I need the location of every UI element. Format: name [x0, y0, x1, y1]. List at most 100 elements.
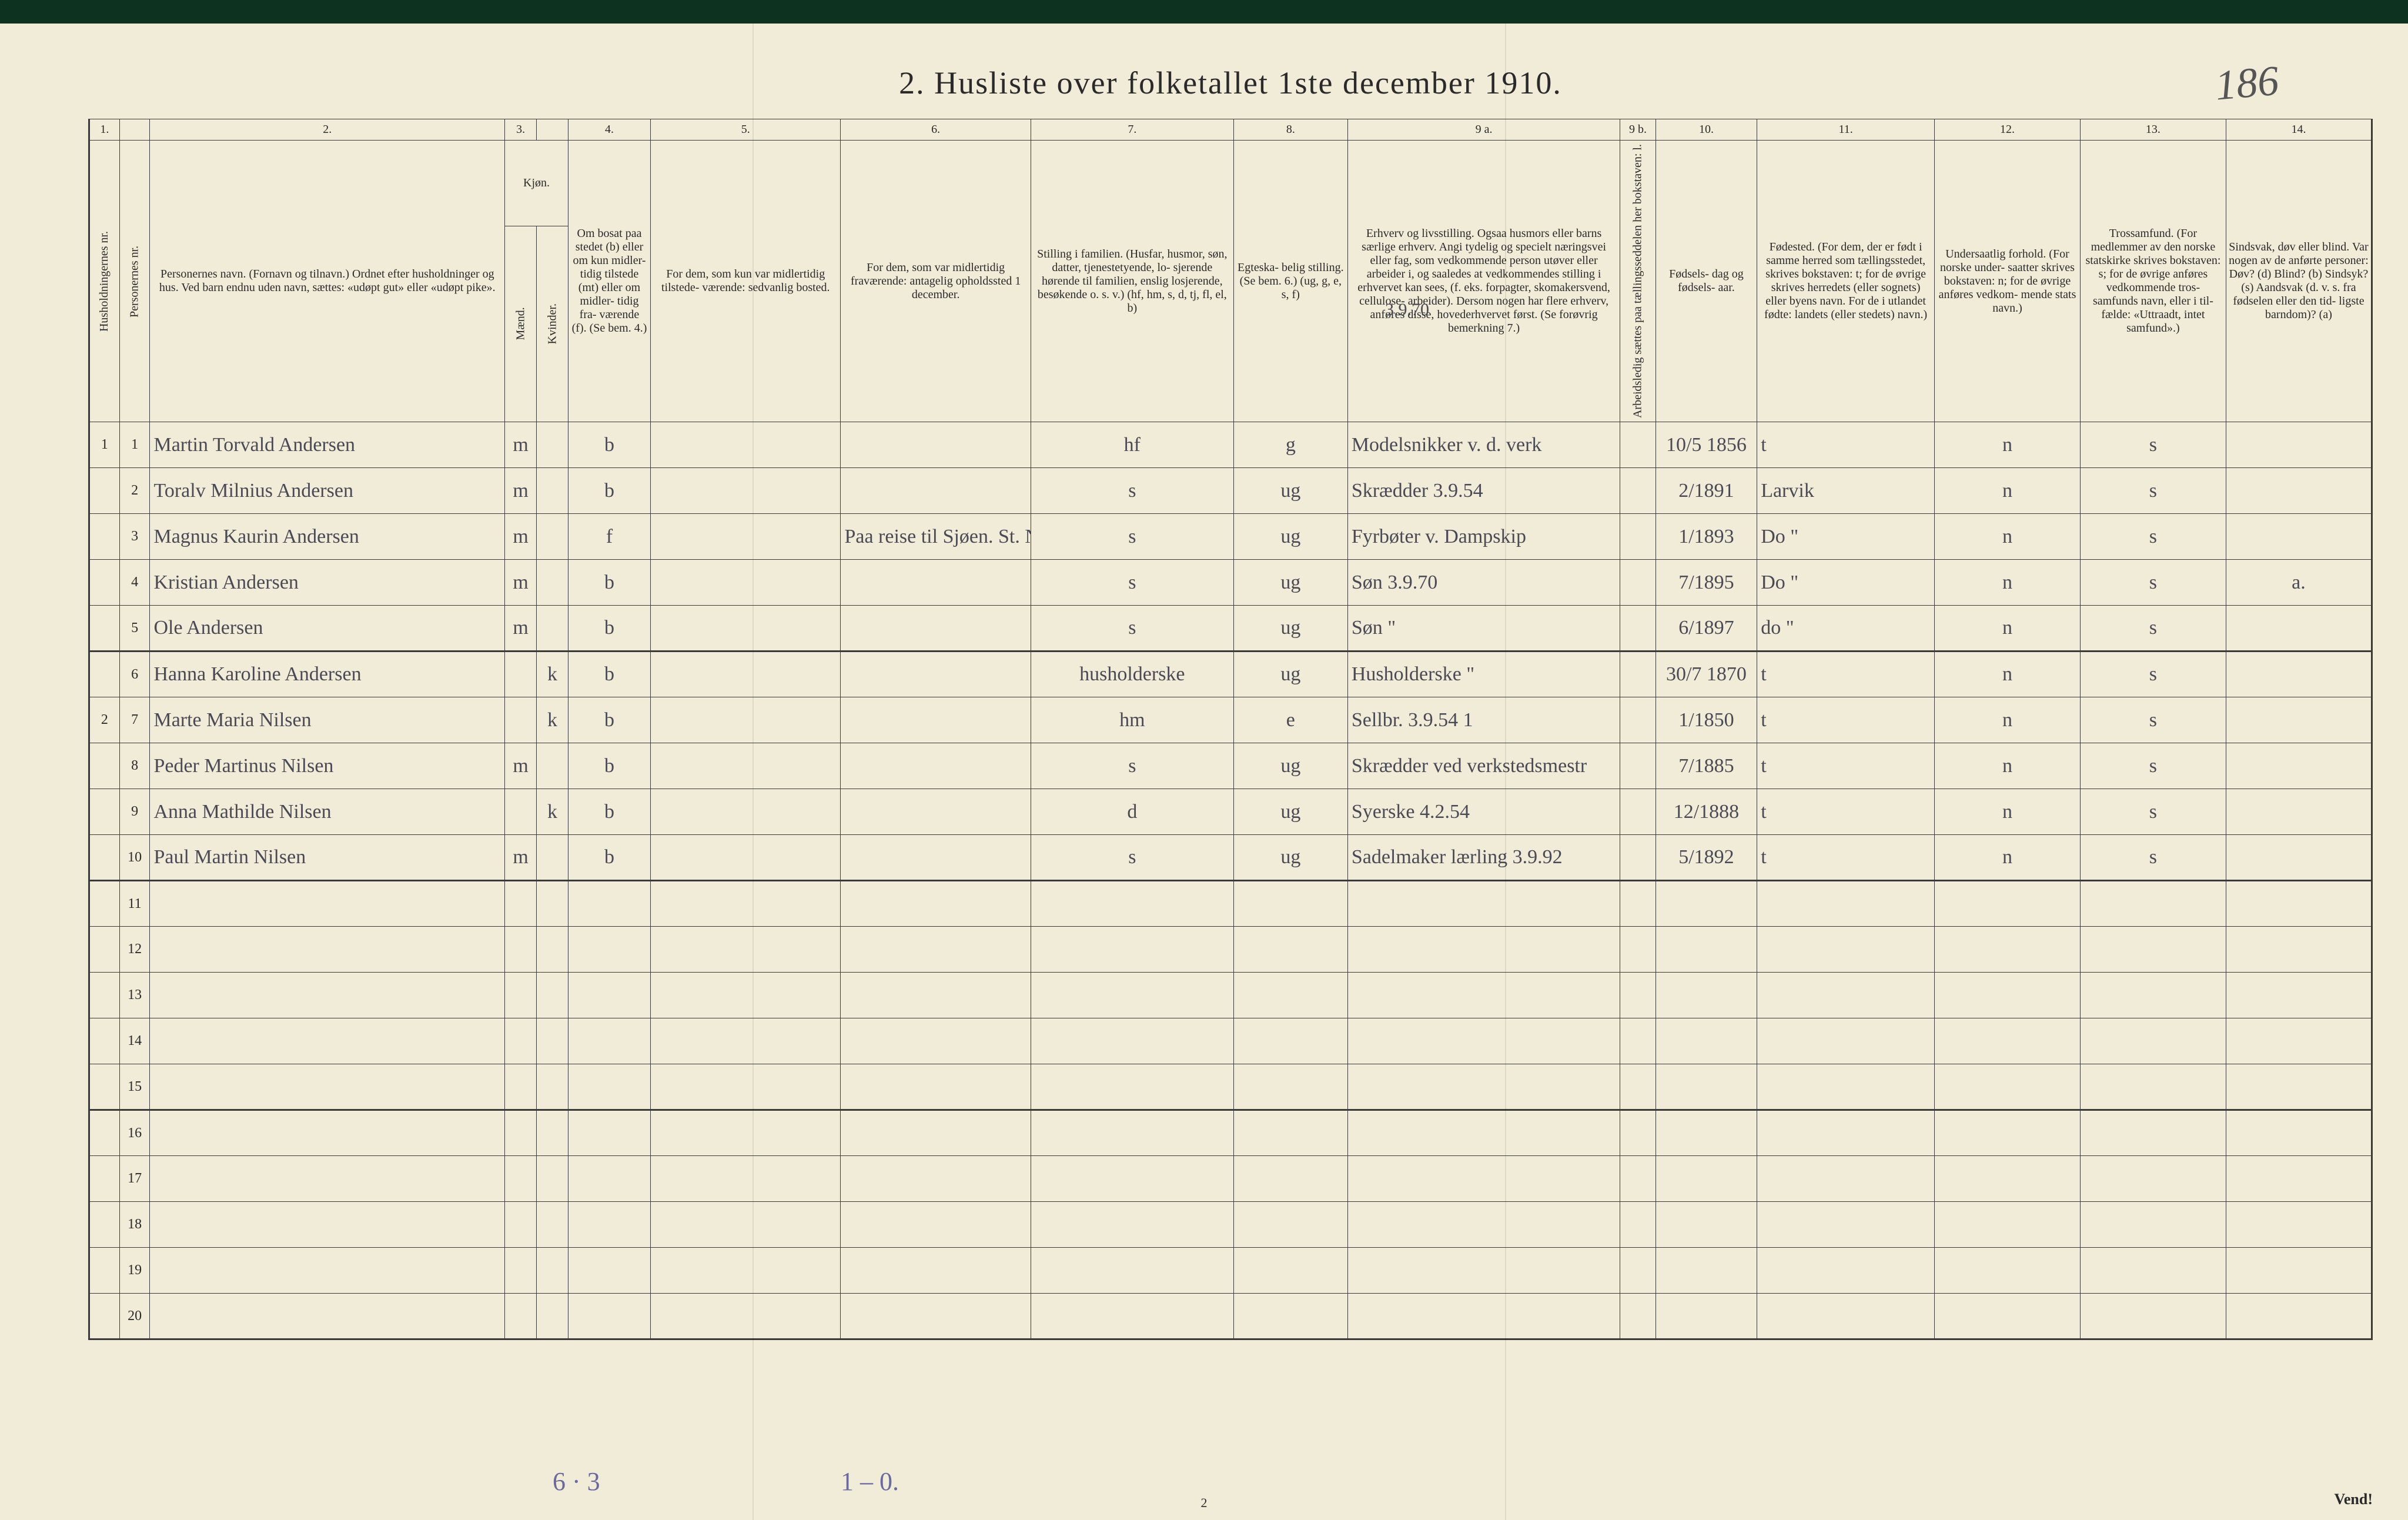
header-birthplace: Fødested. (For dem, der er født i samme …	[1757, 141, 1935, 422]
cell-empty	[1757, 1248, 1935, 1294]
cell-famrole: s	[1031, 514, 1233, 560]
cell-empty	[89, 1018, 120, 1064]
cell-led	[1620, 697, 1656, 743]
cell-pn: 6	[119, 652, 150, 697]
cell-dis	[2226, 743, 2372, 789]
cell-empty	[2226, 1110, 2372, 1156]
column-number: 11.	[1757, 119, 1935, 141]
cell-empty	[89, 1202, 120, 1248]
column-number	[537, 119, 568, 141]
cell-occ: Sadelmaker lærling 3.9.92	[1347, 835, 1620, 881]
cell-sex_m	[505, 652, 537, 697]
cell-nat: n	[1935, 835, 2081, 881]
cell-birthplace: t	[1757, 422, 1935, 468]
cell-away	[651, 789, 841, 835]
table-row-empty: 18	[89, 1202, 2372, 1248]
cell-dis	[2226, 789, 2372, 835]
cell-empty	[1935, 1110, 2081, 1156]
cell-empty	[1757, 1202, 1935, 1248]
cell-hh	[89, 652, 120, 697]
cell-sex_m: m	[505, 514, 537, 560]
cell-empty	[651, 881, 841, 927]
cell-name: Paul Martin Nilsen	[150, 835, 505, 881]
cell-empty	[537, 1018, 568, 1064]
cell-empty	[568, 1202, 650, 1248]
cell-pn: 9	[119, 789, 150, 835]
cell-hh	[89, 835, 120, 881]
header-disability: Sindsvak, døv eller blind. Var nogen av …	[2226, 141, 2372, 422]
cell-nat: n	[1935, 697, 2081, 743]
printed-page-number: 2	[1201, 1495, 1208, 1511]
cell-empty	[1935, 1018, 2081, 1064]
cell-empty	[2080, 1294, 2226, 1339]
cell-birthplace: t	[1757, 652, 1935, 697]
cell-sex_m	[505, 789, 537, 835]
cell-empty	[1347, 1294, 1620, 1339]
cell-away	[651, 560, 841, 606]
cell-empty	[1620, 927, 1656, 973]
vend-label: Vend!	[2334, 1491, 2373, 1508]
cell-name: Peder Martinus Nilsen	[150, 743, 505, 789]
cell-empty	[1656, 881, 1757, 927]
cell-nat: n	[1935, 789, 2081, 835]
cell-dob: 7/1885	[1656, 743, 1757, 789]
cell-empty	[1233, 881, 1347, 927]
cell-famrole: d	[1031, 789, 1233, 835]
cell-civ: ug	[1233, 560, 1347, 606]
cell-empty	[150, 1156, 505, 1202]
cell-empty	[1656, 1156, 1757, 1202]
cell-empty	[651, 1064, 841, 1110]
cell-empty	[1757, 973, 1935, 1018]
cell-empty	[568, 1156, 650, 1202]
cell-empty	[89, 1156, 120, 1202]
cell-led	[1620, 835, 1656, 881]
cell-status: b	[568, 835, 650, 881]
interline-note: 3.9.70	[1385, 300, 1429, 320]
header-person-nr: Personernes nr.	[119, 141, 150, 422]
cell-empty	[1347, 1156, 1620, 1202]
cell-empty	[537, 1156, 568, 1202]
cell-civ: ug	[1233, 835, 1347, 881]
cell-sex_m: m	[505, 835, 537, 881]
cell-dis	[2226, 468, 2372, 514]
cell-famrole: s	[1031, 606, 1233, 652]
cell-name: Magnus Kaurin Andersen	[150, 514, 505, 560]
cell-empty	[568, 927, 650, 973]
cell-empty	[505, 1248, 537, 1294]
cell-absent	[841, 835, 1031, 881]
cell-empty	[2080, 1064, 2226, 1110]
cell-occ: Søn "	[1347, 606, 1620, 652]
cell-rel: s	[2080, 560, 2226, 606]
cell-name: Toralv Milnius Andersen	[150, 468, 505, 514]
cell-empty	[568, 1110, 650, 1156]
cell-birthplace: t	[1757, 697, 1935, 743]
cell-birthplace: Do "	[1757, 514, 1935, 560]
cell-civ: ug	[1233, 789, 1347, 835]
cell-famrole: s	[1031, 835, 1233, 881]
cell-away	[651, 743, 841, 789]
cell-empty	[1757, 927, 1935, 973]
cell-empty	[1031, 1248, 1233, 1294]
table-row: 8Peder Martinus NilsenmbsugSkrædder ved …	[89, 743, 2372, 789]
cell-empty	[651, 1018, 841, 1064]
cell-empty	[841, 1248, 1031, 1294]
cell-empty	[2226, 1202, 2372, 1248]
cell-empty	[1233, 1294, 1347, 1339]
cell-civ: ug	[1233, 652, 1347, 697]
cell-empty	[89, 1248, 120, 1294]
cell-away	[651, 652, 841, 697]
cell-sex_k	[537, 835, 568, 881]
cell-empty: 19	[119, 1248, 150, 1294]
cell-empty	[505, 1156, 537, 1202]
cell-empty	[1656, 1110, 1757, 1156]
cell-nat: n	[1935, 652, 2081, 697]
cell-empty	[2226, 1064, 2372, 1110]
cell-empty	[1233, 927, 1347, 973]
column-number: 12.	[1935, 119, 2081, 141]
cell-empty	[1935, 1202, 2081, 1248]
cell-empty: 12	[119, 927, 150, 973]
cell-empty	[537, 1294, 568, 1339]
column-number-row: 1.2.3.4.5.6.7.8.9 a.9 b.10.11.12.13.14.	[89, 119, 2372, 141]
cell-empty	[1347, 1110, 1620, 1156]
cell-status: b	[568, 560, 650, 606]
